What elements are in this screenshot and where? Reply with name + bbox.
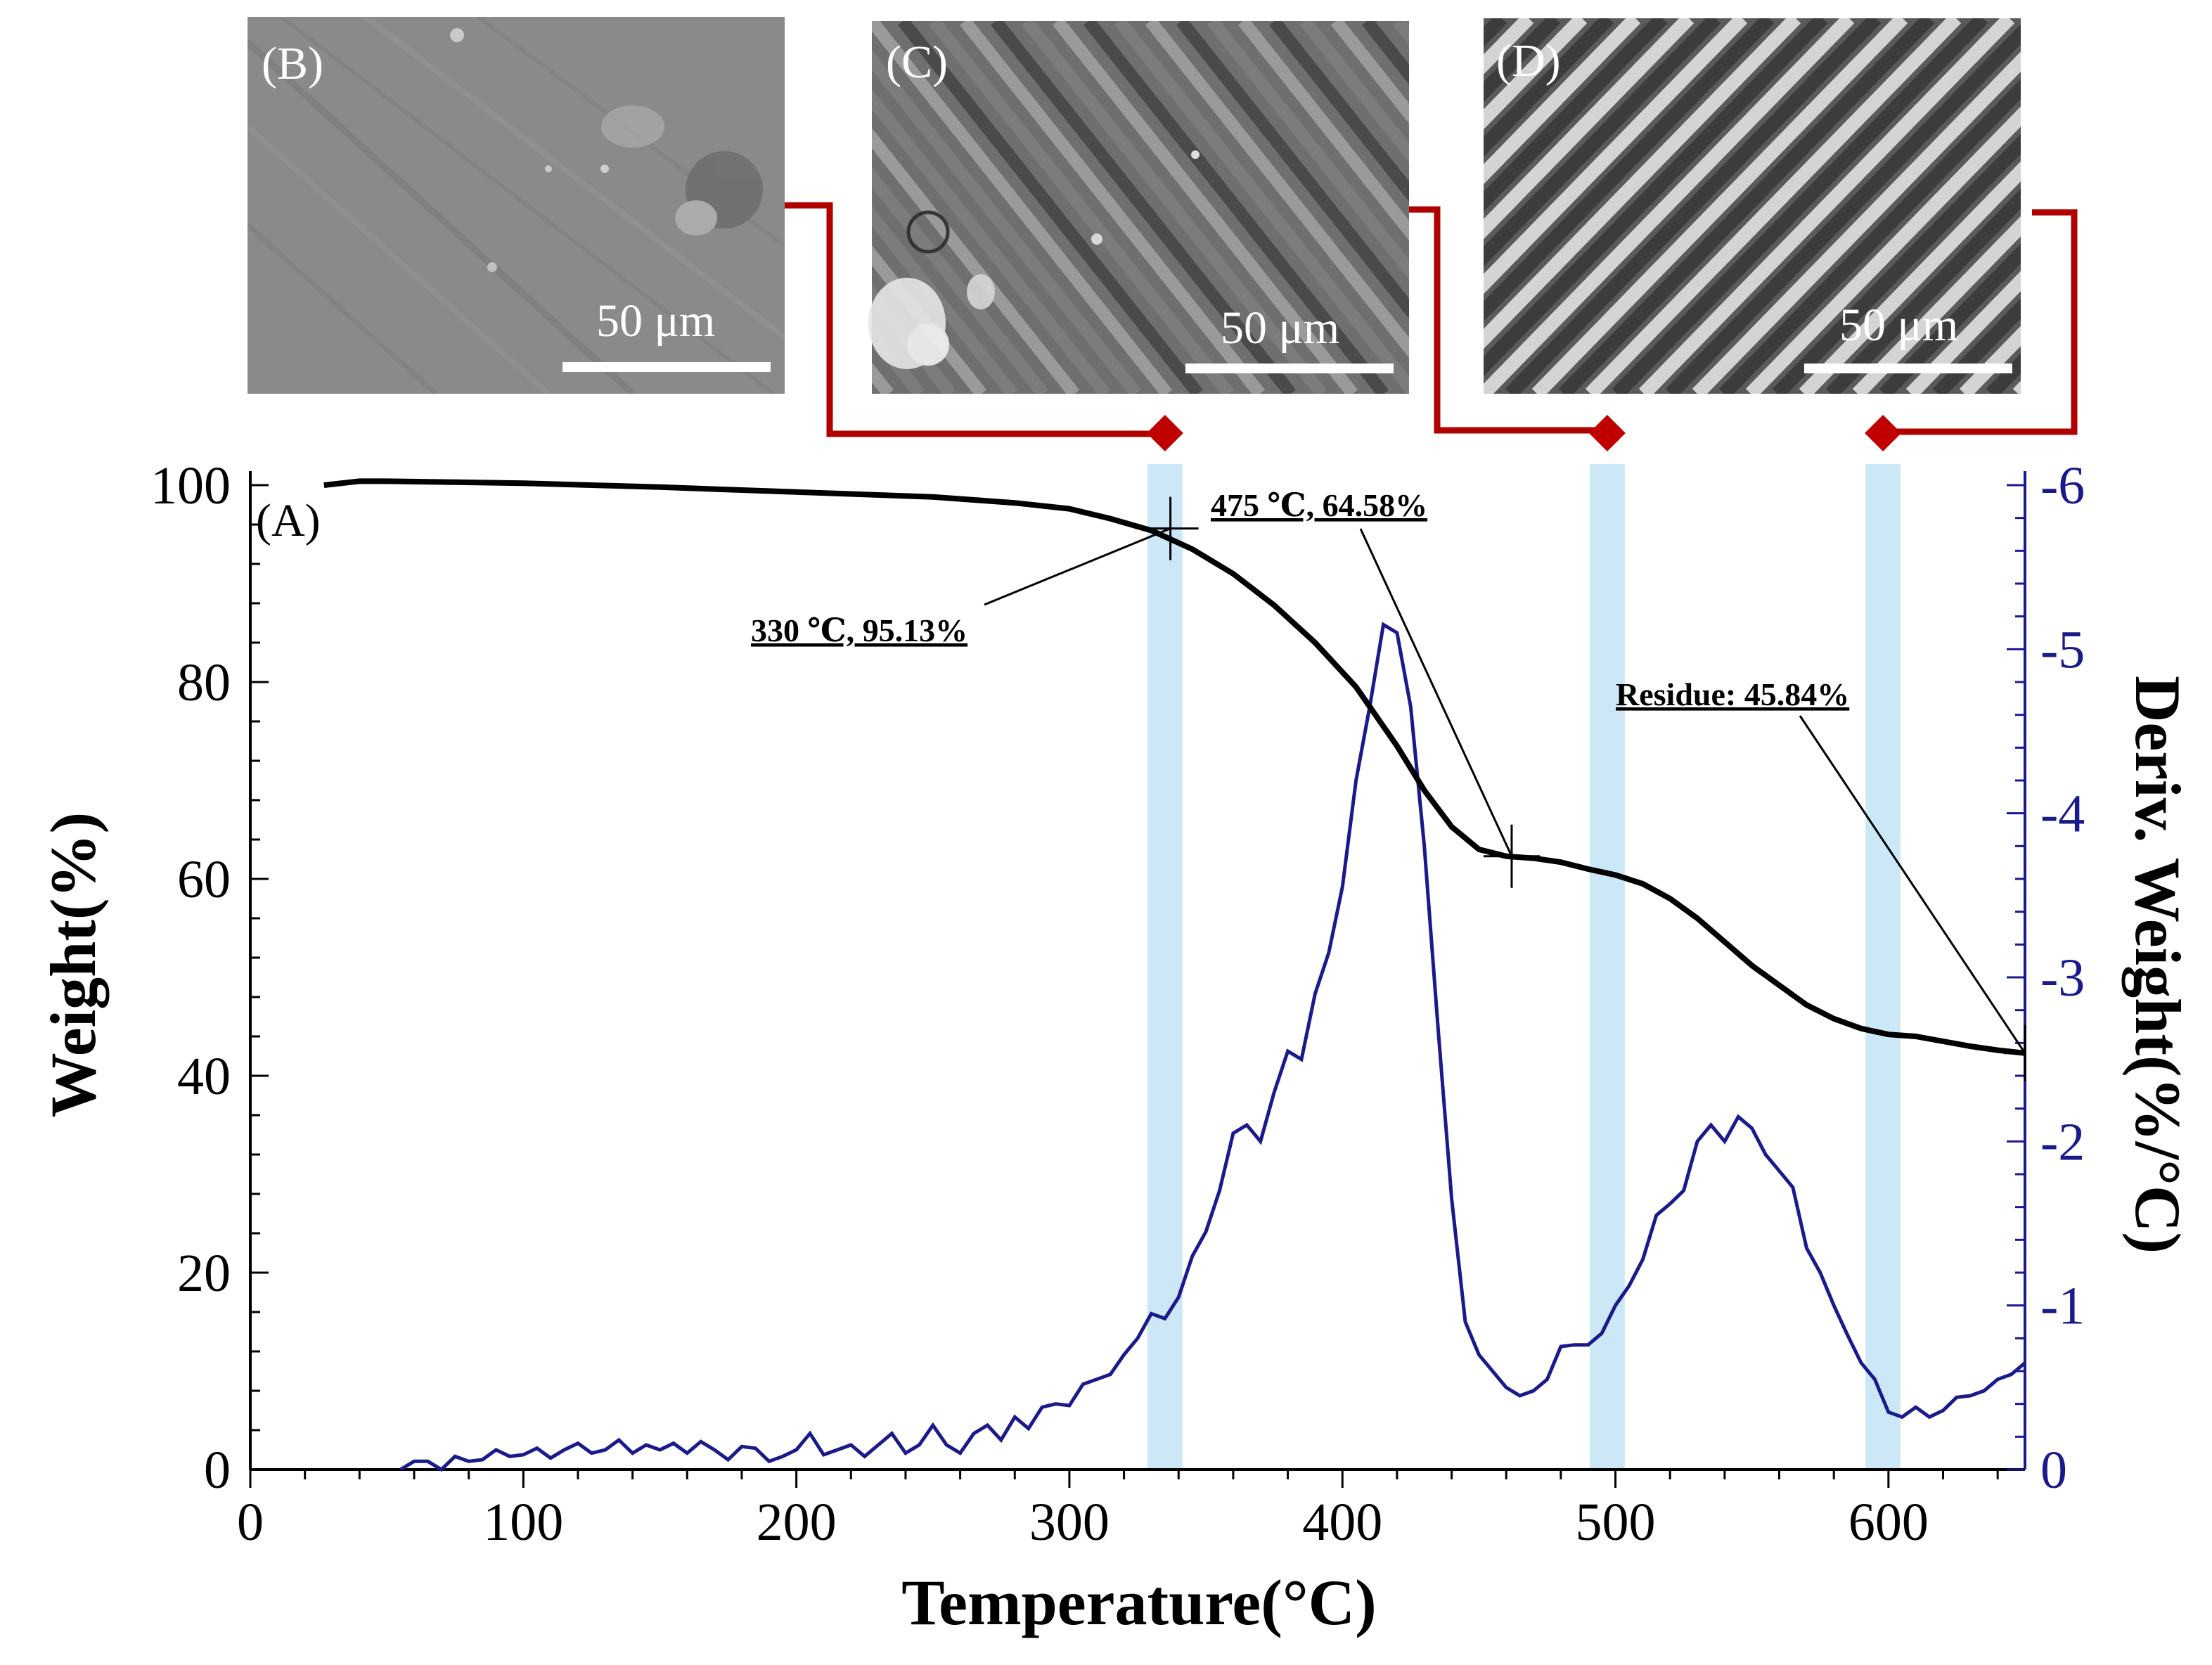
y2-tick-label: -1 — [2040, 1277, 2085, 1336]
y2-tick-label: 0 — [2040, 1441, 2067, 1500]
y2-axis-title: Deriv. Weight(%/°C) — [2122, 676, 2194, 1254]
sem-d-label: (D) — [1496, 35, 1561, 86]
sem-c-label: (C) — [886, 37, 948, 88]
y2-tick-label: -6 — [2040, 456, 2085, 515]
sem-c-scale-text: 50 μm — [1221, 302, 1339, 354]
x-tick-label: 100 — [483, 1493, 563, 1552]
marker-diamond-3 — [1865, 415, 1902, 451]
connector-c — [1409, 206, 1607, 434]
y-tick-label: 0 — [204, 1441, 231, 1500]
leader-residue — [1799, 715, 2026, 1054]
y-tick-label: 100 — [150, 456, 231, 515]
y2-tick-label: -3 — [2040, 949, 2085, 1008]
y-axis-title: Weight(%) — [37, 812, 109, 1117]
sem-b-scale-bar — [562, 362, 771, 372]
sem-d-scale-text: 50 μm — [1839, 300, 1958, 351]
annotation-330: 330 ℃, 95.13% — [751, 612, 967, 648]
highlight-band-3 — [1865, 464, 1901, 1470]
x-tick-label: 500 — [1576, 1493, 1656, 1552]
y2-tick-label: -5 — [2040, 620, 2085, 679]
y-tick-label: 60 — [177, 850, 231, 909]
leader-330 — [984, 527, 1171, 606]
sem-d-scale-bar — [1804, 364, 2012, 373]
weight-line — [323, 478, 2026, 1056]
y-tick-label: 20 — [177, 1244, 231, 1303]
connector-b — [785, 202, 1164, 437]
x-tick-label: 400 — [1302, 1493, 1382, 1552]
y2-tick-label: -4 — [2040, 785, 2085, 844]
sem-image-c: (C) 50 μm — [868, 21, 1409, 394]
y-tick-label: 80 — [177, 653, 231, 712]
leader-475 — [1359, 528, 1513, 857]
sem-c-scale-bar — [1185, 364, 1394, 373]
deriv-weight-line — [399, 622, 2026, 1472]
connector-d — [1886, 209, 2078, 435]
sem-image-b: (B) 50 μm — [247, 17, 785, 394]
x-tick-label: 200 — [757, 1493, 837, 1552]
x-axis-title: Temperature(°C) — [901, 1567, 1377, 1638]
marker-diamond-1 — [1146, 415, 1183, 451]
y-tick-label: 40 — [177, 1047, 231, 1106]
x-tick-label: 600 — [1848, 1493, 1929, 1552]
sem-b-label: (B) — [262, 38, 323, 89]
sem-image-d: (D) 50 μm — [1484, 18, 2021, 394]
sem-b-scale-text: 50 μm — [596, 295, 715, 347]
x-tick-label: 300 — [1029, 1493, 1110, 1552]
x-tick-label: 0 — [237, 1493, 264, 1552]
y2-tick-label: -2 — [2040, 1112, 2085, 1171]
chart-panel-label: (A) — [256, 495, 321, 546]
annotation-475: 475 ℃, 64.58% — [1211, 487, 1427, 523]
marker-diamond-2 — [1588, 415, 1626, 451]
annotation-residue: Residue: 45.84% — [1616, 676, 1849, 712]
